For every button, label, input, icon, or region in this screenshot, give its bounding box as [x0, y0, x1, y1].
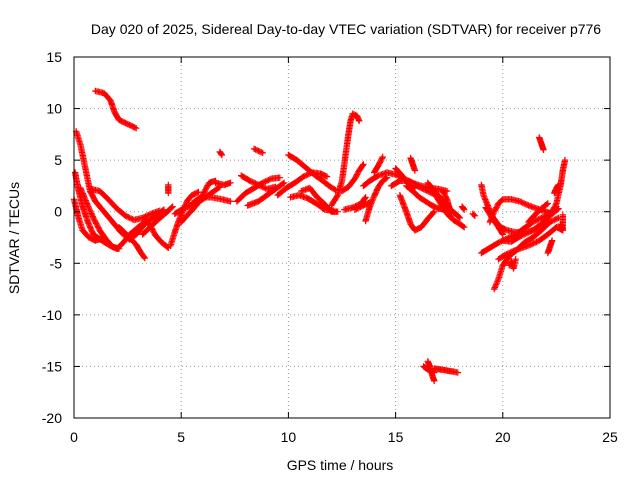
series-markers-arc-51 [525, 200, 551, 226]
y-tick-label: -10 [42, 307, 62, 323]
series-arc-06 [77, 184, 123, 252]
series-arc-18 [238, 172, 279, 193]
series-markers-arc-27 [340, 194, 369, 213]
series-arc-51 [525, 200, 551, 226]
x-tick-label: 10 [281, 429, 297, 445]
series-arc-14 [188, 194, 234, 207]
series-markers-arc-42 [431, 365, 461, 376]
x-tick-label: 25 [602, 429, 618, 445]
series-arc-55 [557, 211, 566, 234]
series-markers-arc-44 [469, 210, 479, 219]
series-markers-arc-57 [482, 204, 506, 238]
series-markers-arc-50 [506, 256, 519, 272]
series-arc-19 [244, 179, 288, 209]
series-markers-arc-39 [439, 187, 455, 221]
series-arc-01 [92, 87, 140, 132]
series-arc-25 [328, 110, 363, 209]
series-markers-arc-31 [371, 153, 386, 176]
series-markers-arc-15 [212, 179, 234, 189]
y-tick-label: -5 [50, 255, 63, 271]
series-arc-56 [499, 225, 541, 245]
series-markers-arc-01 [92, 87, 140, 132]
series-markers-arc-56 [499, 225, 541, 245]
x-axis-label: GPS time / hours [287, 457, 394, 473]
series-arc-41 [420, 363, 438, 376]
series-arc-24 [298, 184, 341, 215]
series-arc-33 [392, 165, 419, 192]
series-markers-arc-55 [557, 211, 566, 234]
series-arc-52 [536, 134, 547, 153]
y-tick-label: 5 [54, 152, 62, 168]
series-markers-arc-14 [188, 194, 234, 207]
series-markers-arc-10 [165, 181, 172, 197]
series-markers-arc-53 [544, 237, 556, 257]
y-tick-label: 15 [46, 49, 62, 65]
plot-frame [73, 56, 611, 419]
series-arc-44 [469, 210, 479, 219]
x-tick-label: 5 [177, 429, 185, 445]
series-markers-arc-20 [250, 145, 266, 157]
x-tick-label: 15 [388, 429, 404, 445]
series-arc-54 [551, 181, 562, 197]
series-markers-arc-16 [216, 148, 226, 159]
series-markers-arc-26 [338, 161, 367, 195]
series-arc-35 [403, 182, 449, 213]
y-axis-label: SDTVAR / TECUs [6, 182, 22, 294]
series-markers-arc-49 [495, 224, 566, 263]
series-arc-50 [506, 256, 519, 272]
series-arc-20 [250, 145, 266, 157]
series-arc-22 [285, 151, 339, 194]
series-markers-arc-41 [420, 363, 438, 376]
series-markers-arc-07 [115, 224, 148, 262]
series-arc-34 [396, 192, 438, 234]
series-markers-arc-24 [298, 184, 341, 215]
y-tick-label: -15 [42, 358, 62, 374]
series-arc-42 [431, 365, 461, 376]
series-markers-arc-54 [551, 181, 562, 197]
series-markers-arc-34 [396, 192, 438, 234]
data-points [70, 87, 569, 385]
series-markers-arc-36 [407, 154, 419, 174]
x-tick-label: 20 [495, 429, 511, 445]
series-arc-16 [216, 148, 226, 159]
series-markers-arc-52 [536, 134, 547, 153]
series-arc-57 [482, 204, 506, 238]
y-tick-label: -20 [42, 410, 62, 426]
series-arc-09 [139, 203, 176, 238]
series-markers-arc-06 [77, 184, 123, 252]
series-markers-arc-09 [139, 203, 176, 238]
series-markers-arc-19 [244, 179, 288, 209]
chart-title: Day 020 of 2025, Sidereal Day-to-day VTE… [91, 21, 601, 37]
series-markers-arc-43 [458, 203, 468, 213]
series-arc-31 [371, 153, 386, 176]
series-arc-49 [495, 224, 566, 263]
series-arc-26 [338, 161, 367, 195]
series-arc-07 [115, 224, 148, 262]
series-arc-36 [407, 154, 419, 174]
axis-ticks: 0 5 10 15 20 25 -20 -15 -10 -5 0 5 10 15 [42, 49, 618, 445]
series-arc-53 [544, 237, 556, 257]
series-markers-arc-33 [392, 165, 419, 192]
series-markers-arc-18 [238, 172, 279, 193]
series-markers-arc-25 [328, 110, 363, 209]
series-arc-30 [362, 174, 391, 225]
series-arc-27 [340, 194, 369, 213]
series-arc-15 [212, 179, 234, 189]
series-markers-arc-35 [403, 182, 449, 213]
series-arc-39 [439, 187, 455, 221]
series-markers-arc-30 [362, 174, 391, 225]
series-arc-43 [458, 203, 468, 213]
y-tick-label: 10 [46, 101, 62, 117]
x-tick-label: 0 [70, 429, 78, 445]
y-tick-label: 0 [54, 204, 62, 220]
series-markers-arc-22 [285, 151, 339, 194]
series-arc-10 [165, 181, 172, 197]
